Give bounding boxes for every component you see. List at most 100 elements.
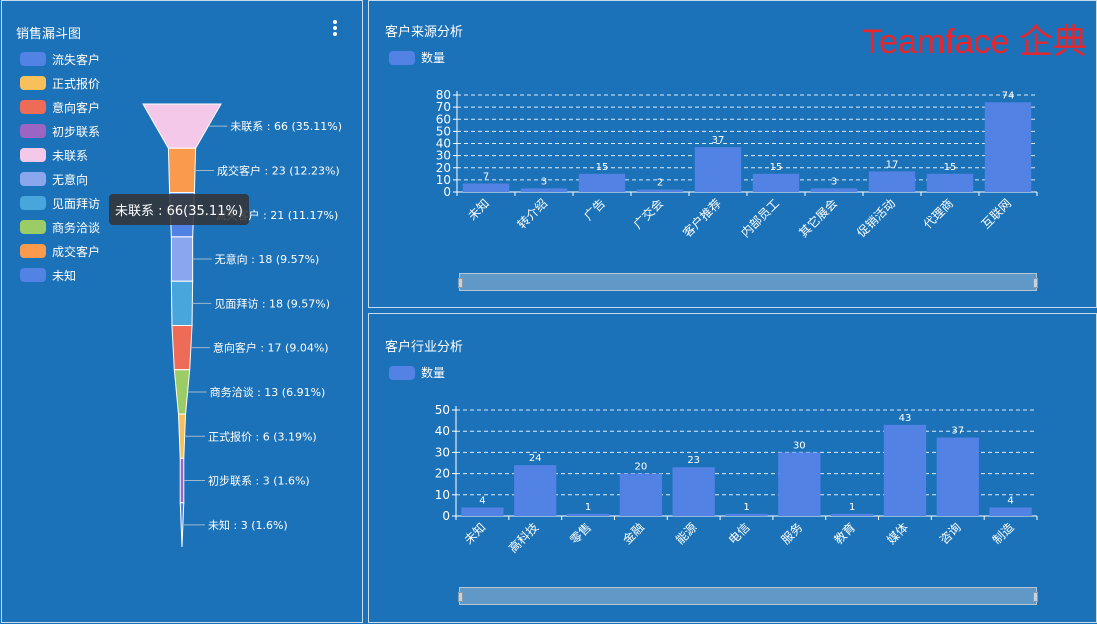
customer-industry-chart: 0 10 20 30 40 50 4 未知 24 高科技 1 零售 20 金融 23 能源 1 电信 30 服务 1 教育… <box>435 403 1038 556</box>
funnel-segment <box>177 413 187 459</box>
x-tick-label: 金融 <box>619 520 647 548</box>
y-tick-label: 30 <box>435 445 450 459</box>
x-tick-label: 广交会 <box>630 196 666 232</box>
x-tick-label: 代理商 <box>920 196 956 232</box>
source-zoom-slider[interactable] <box>458 273 1038 291</box>
funnel-segment <box>179 457 185 504</box>
bar-value-label: 15 <box>596 162 609 173</box>
bar-value-label: 20 <box>634 462 647 473</box>
funnel-legend-item[interactable]: 见面拜访 <box>20 191 100 215</box>
funnel-legend-item[interactable]: 成交客户 <box>20 239 100 263</box>
funnel-chart-title: 销售漏斗图 <box>16 27 82 42</box>
source-series-legend[interactable]: 数量 <box>389 49 445 66</box>
bar-value-label: 23 <box>687 455 700 466</box>
x-tick-label: 互联网 <box>979 196 1014 231</box>
x-tick-label: 转介绍 <box>514 196 550 232</box>
industry-series-legend[interactable]: 数量 <box>389 364 445 381</box>
bar-value-label: 4 <box>1007 496 1013 507</box>
funnel-segment <box>170 280 194 326</box>
bar <box>566 513 610 516</box>
legend-swatch <box>20 76 46 90</box>
x-tick-label: 促销活动 <box>854 196 898 240</box>
zoom-handle-left[interactable] <box>458 592 463 602</box>
bar <box>989 507 1032 516</box>
legend-swatch <box>20 268 46 282</box>
bar <box>752 173 800 192</box>
industry-zoom-slider[interactable] <box>458 587 1038 605</box>
funnel-label: 未联系 : 66 (35.11%) <box>230 120 342 133</box>
funnel-legend-item[interactable]: 商务洽谈 <box>20 215 100 239</box>
bar-value-label: 24 <box>529 453 542 464</box>
bar-value-label: 74 <box>1002 90 1015 101</box>
funnel-segment <box>167 147 197 194</box>
funnel-label: 商务洽谈 : 13 (6.91%) <box>210 385 326 399</box>
funnel-legend-item[interactable]: 无意向 <box>20 167 100 191</box>
x-tick-label: 内部员工 <box>738 196 783 241</box>
funnel-legend-item[interactable]: 正式报价 <box>20 71 100 95</box>
bar <box>984 102 1032 192</box>
y-tick-label: 40 <box>435 424 450 438</box>
x-tick-label: 制造 <box>990 520 1017 547</box>
legend-label: 正式报价 <box>52 76 101 91</box>
funnel-label: 见面拜访 : 18 (9.57%) <box>214 297 330 310</box>
funnel-segment <box>171 325 193 371</box>
legend-swatch <box>20 124 46 138</box>
funnel-segment <box>170 236 194 282</box>
funnel-legend-item[interactable]: 未知 <box>20 263 100 287</box>
bar <box>520 188 568 192</box>
bar <box>936 437 979 516</box>
funnel-label: 初步联系 : 3 (1.6%) <box>208 474 310 488</box>
x-tick-label: 高科技 <box>505 520 541 556</box>
y-tick-label: 60 <box>436 112 451 126</box>
legend-label: 数量 <box>421 366 446 380</box>
legend-swatch <box>20 52 46 66</box>
legend-swatch <box>20 244 46 258</box>
more-options-icon[interactable] <box>330 19 340 39</box>
bar <box>636 189 684 192</box>
zoom-handle-right[interactable] <box>1033 592 1038 602</box>
legend-label: 商务洽谈 <box>52 220 101 235</box>
legend-label: 初步联系 <box>52 124 101 139</box>
zoom-handle-left[interactable] <box>458 278 463 288</box>
legend-label: 数量 <box>421 51 446 65</box>
funnel-legend: 流失客户正式报价意向客户初步联系未联系 无意向 见面拜访商务洽谈成交客户未知 <box>20 47 100 287</box>
x-tick-label: 媒体 <box>884 520 911 547</box>
y-tick-label: 20 <box>436 161 451 175</box>
x-tick-label: 零售 <box>567 520 595 548</box>
bar-value-label: 7 <box>483 172 489 183</box>
bar <box>725 513 768 516</box>
x-tick-label: 其它展会 <box>796 196 841 241</box>
bar <box>578 173 626 192</box>
bar-value-label: 30 <box>793 440 806 451</box>
source-chart-title: 客户来源分析 <box>385 25 464 40</box>
funnel-label: 意向客户 : 17 (9.04%) <box>213 341 329 355</box>
y-tick-label: 10 <box>435 488 450 502</box>
y-tick-label: 80 <box>436 88 451 102</box>
bar-value-label: 2 <box>657 178 663 189</box>
funnel-legend-item[interactable]: 未联系 <box>20 143 100 167</box>
sales-funnel-panel: 销售漏斗图 未联系 : 66 (35.11%) 成交客户 : 23 (12.23%… <box>1 0 363 623</box>
funnel-legend-item[interactable]: 流失客户 <box>20 47 100 71</box>
bar <box>514 465 557 516</box>
funnel-tooltip: 未联系 : 66(35.11%) <box>109 194 249 225</box>
funnel-legend-item[interactable]: 意向客户 <box>20 95 100 119</box>
bar-value-label: 3 <box>831 176 837 187</box>
x-tick-label: 客户推荐 <box>680 196 725 241</box>
legend-swatch <box>20 100 46 114</box>
bar <box>883 424 927 516</box>
x-tick-label: 广告 <box>581 196 608 223</box>
x-tick-label: 电信 <box>726 520 753 547</box>
bar-value-label: 3 <box>541 176 547 187</box>
funnel-segment <box>173 369 191 415</box>
y-tick-label: 70 <box>436 100 451 114</box>
bar <box>461 507 504 516</box>
funnel-legend-item[interactable]: 初步联系 <box>20 119 100 143</box>
legend-label: 意向客户 <box>52 100 101 115</box>
legend-label: 未知 <box>52 268 77 283</box>
legend-label: 流失客户 <box>52 52 101 67</box>
zoom-handle-right[interactable] <box>1033 278 1038 288</box>
x-tick-label: 能源 <box>673 520 700 547</box>
customer-source-panel: 0 10 20 30 40 50 60 70 80 7 未知 3 转介绍 15 广告 2 广交会 37 客户推荐 15… <box>368 0 1097 308</box>
funnel-label: 正式报价 : 6 (3.19%) <box>208 429 317 443</box>
legend-swatch <box>20 196 46 210</box>
